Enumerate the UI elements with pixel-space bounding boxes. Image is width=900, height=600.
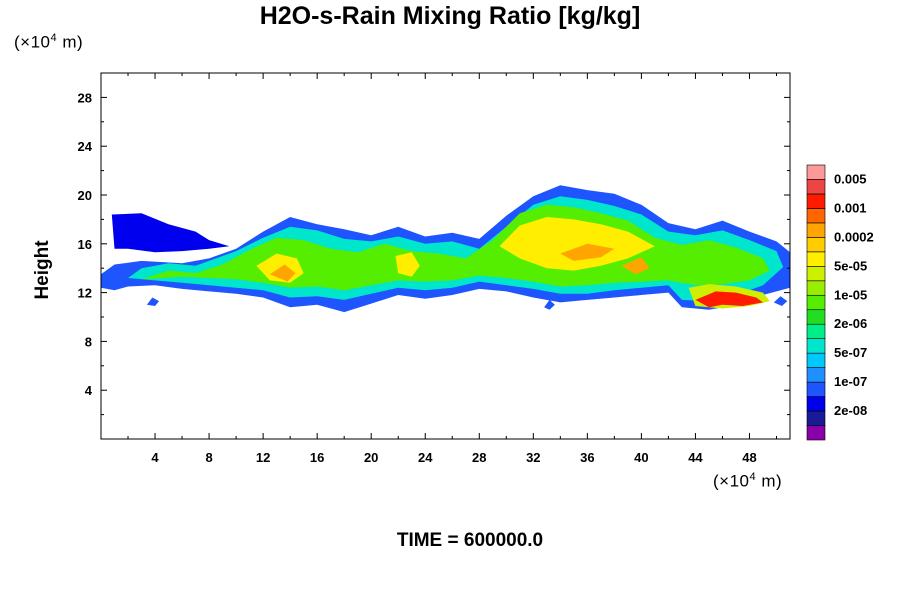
colorbar-label: 1e-05: [834, 287, 867, 302]
contour-region-1: [111, 213, 230, 253]
y-tick-label: 12: [78, 286, 92, 301]
colorbar-label: 2e-06: [834, 316, 867, 331]
colorbar-swatch: [806, 410, 826, 426]
colorbar-swatch: [806, 222, 826, 238]
colorbar-label: 5e-05: [834, 258, 867, 273]
colorbar-swatch: [806, 193, 826, 209]
colorbar-swatch: [806, 280, 826, 296]
contour-region-9: [621, 257, 650, 275]
colorbar-label: 0.0002: [834, 229, 874, 244]
colorbar-swatch: [806, 396, 826, 412]
contour-region-4: [499, 217, 655, 271]
x-tick-label: 44: [688, 450, 703, 465]
x-tick-label: 24: [418, 450, 433, 465]
colorbar-swatch: [806, 425, 826, 441]
colorbar-swatch: [806, 338, 826, 354]
colorbar-label: 0.005: [834, 171, 867, 186]
colorbar-swatch: [806, 309, 826, 325]
colorbar-swatch: [806, 323, 826, 339]
contour-region-11: [695, 291, 763, 308]
x-tick-label: 4: [151, 450, 159, 465]
colorbar-label: 2e-08: [834, 403, 867, 418]
colorbar-swatch: [806, 266, 826, 282]
colorbar-swatch: [806, 164, 826, 180]
y-axis-unit: (×104 m): [14, 32, 84, 52]
colorbar-label: 5e-07: [834, 345, 867, 360]
colorbar-swatch: [806, 251, 826, 267]
colorbar-label: 1e-07: [834, 374, 867, 389]
colorbar-swatch: [806, 352, 826, 368]
x-tick-label: 36: [580, 450, 594, 465]
x-tick-label: 40: [634, 450, 648, 465]
colorbar-swatch: [806, 294, 826, 311]
time-label: TIME = 600000.0: [396, 530, 544, 551]
plot-frame: [100, 72, 791, 440]
colorbar-swatch: [806, 381, 826, 397]
x-axis-unit: (×104 m): [713, 471, 783, 491]
y-tick-label: 16: [78, 237, 92, 252]
contour-region-13: [544, 299, 555, 310]
contour-region-14: [773, 296, 788, 306]
x-tick-label: 8: [205, 450, 212, 465]
x-tick-label: 12: [256, 450, 270, 465]
y-tick-label: 24: [78, 139, 93, 154]
y-tick-label: 20: [78, 188, 92, 203]
x-tick-label: 48: [742, 450, 756, 465]
y-tick-label: 8: [85, 334, 92, 349]
y-tick-label: 4: [85, 383, 93, 398]
x-tick-label: 20: [364, 450, 378, 465]
chart-title: H2O-s-Rain Mixing Ratio [kg/kg]: [259, 2, 641, 30]
contour-region-8: [560, 243, 615, 261]
colorbar-swatch: [806, 367, 826, 383]
y-tick-label: 28: [78, 90, 92, 105]
x-tick-label: 28: [472, 450, 486, 465]
colorbar-swatch: [806, 208, 826, 224]
contour-region-6: [395, 252, 420, 277]
colorbar-swatch: [806, 237, 826, 253]
colorbar-label: 0.001: [834, 200, 867, 215]
colorbar-swatch: [806, 179, 826, 195]
contour-region-12: [146, 297, 160, 306]
x-tick-label: 32: [526, 450, 540, 465]
contour-region-7: [269, 264, 296, 282]
x-tick-label: 16: [310, 450, 324, 465]
